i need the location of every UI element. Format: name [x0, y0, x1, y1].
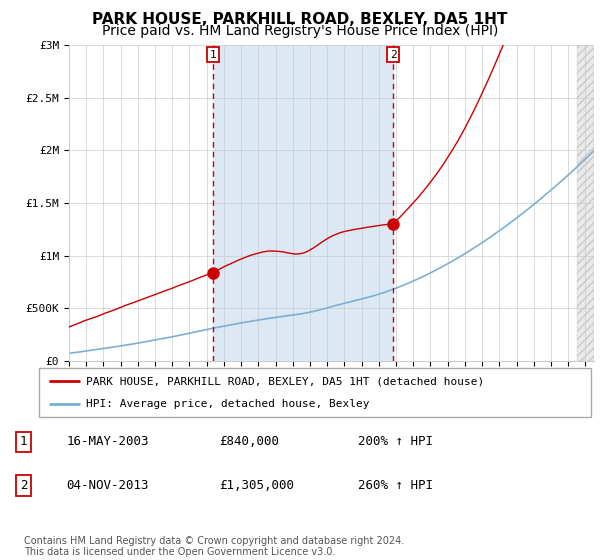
Text: 200% ↑ HPI: 200% ↑ HPI: [358, 435, 433, 449]
Text: Contains HM Land Registry data © Crown copyright and database right 2024.
This d: Contains HM Land Registry data © Crown c…: [24, 535, 404, 557]
Text: 260% ↑ HPI: 260% ↑ HPI: [358, 479, 433, 492]
Bar: [577, 45, 594, 361]
Text: 1: 1: [209, 49, 217, 59]
Text: PARK HOUSE, PARKHILL ROAD, BEXLEY, DA5 1HT (detached house): PARK HOUSE, PARKHILL ROAD, BEXLEY, DA5 1…: [86, 376, 484, 386]
Text: PARK HOUSE, PARKHILL ROAD, BEXLEY, DA5 1HT: PARK HOUSE, PARKHILL ROAD, BEXLEY, DA5 1…: [92, 12, 508, 27]
Text: Price paid vs. HM Land Registry's House Price Index (HPI): Price paid vs. HM Land Registry's House …: [102, 24, 498, 38]
Bar: [213, 45, 393, 361]
Text: 2: 2: [20, 479, 27, 492]
Text: 16-MAY-2003: 16-MAY-2003: [67, 435, 149, 449]
Text: 1: 1: [20, 435, 27, 449]
Text: 04-NOV-2013: 04-NOV-2013: [67, 479, 149, 492]
Text: HPI: Average price, detached house, Bexley: HPI: Average price, detached house, Bexl…: [86, 399, 370, 409]
Text: 2: 2: [390, 49, 397, 59]
Text: £1,305,000: £1,305,000: [220, 479, 295, 492]
Text: £840,000: £840,000: [220, 435, 280, 449]
